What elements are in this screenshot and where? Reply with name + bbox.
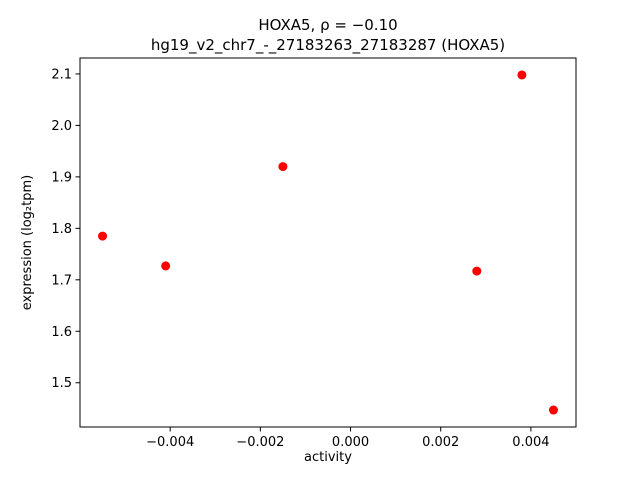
x-tick-label: 0.000 bbox=[332, 435, 369, 450]
y-axis-ticks: 1.5 1.6 1.7 1.8 1.9 2.0 2.1 bbox=[51, 67, 80, 391]
data-point bbox=[161, 261, 171, 271]
x-tick-label: −0.002 bbox=[236, 435, 284, 450]
data-point bbox=[548, 405, 558, 415]
data-point bbox=[98, 231, 108, 241]
y-axis-label: expression (log₂tpm) bbox=[20, 175, 35, 310]
plot-border bbox=[79, 57, 577, 428]
x-tick-label: 0.004 bbox=[512, 435, 549, 450]
y-tick-label: 1.7 bbox=[51, 273, 72, 288]
y-tick-label: 1.9 bbox=[51, 170, 72, 185]
y-tick-label: 1.8 bbox=[51, 222, 72, 237]
data-point bbox=[472, 266, 482, 276]
data-point bbox=[278, 162, 288, 172]
chart-title-line2: hg19_v2_chr7_-_27183263_27183287 (HOXA5) bbox=[151, 36, 505, 55]
data-point bbox=[517, 70, 527, 80]
x-tick-label: 0.002 bbox=[422, 435, 459, 450]
y-tick-label: 2.1 bbox=[51, 67, 72, 82]
y-tick-label: 1.6 bbox=[51, 325, 72, 340]
x-axis-label: activity bbox=[304, 450, 352, 465]
x-tick-label: −0.004 bbox=[146, 435, 194, 450]
y-tick-label: 1.5 bbox=[51, 376, 72, 391]
data-points bbox=[98, 70, 558, 415]
chart-title-line1: HOXA5, ρ = −0.10 bbox=[258, 16, 397, 34]
y-tick-label: 2.0 bbox=[51, 119, 72, 134]
x-axis-ticks: −0.004 −0.002 0.000 0.002 0.004 bbox=[146, 427, 550, 450]
